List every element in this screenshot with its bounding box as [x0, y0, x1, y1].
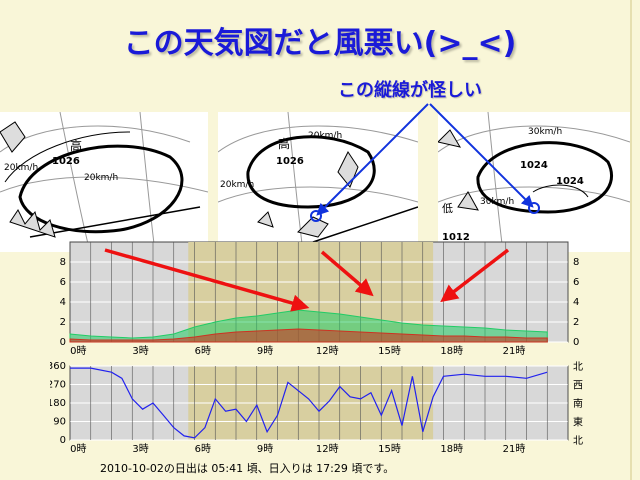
- direction-ytick: 360: [50, 361, 66, 372]
- map3-low: 低: [442, 202, 453, 215]
- direction-series-0: [70, 367, 548, 439]
- map1-wind-2: 20km/h: [4, 163, 38, 173]
- map3-pressure-1: 1024: [520, 160, 548, 171]
- map2-high: 高: [278, 136, 290, 151]
- map3-wind-1: 30km/h: [528, 127, 562, 137]
- slide-border: [630, 0, 632, 480]
- speed-xtick: 9時: [257, 345, 273, 357]
- direction-xtick: 21時: [503, 443, 526, 455]
- weather-map-1: 高 1026 20km/h 20km/h: [0, 112, 208, 252]
- speed-ytick-right: 8: [573, 257, 579, 268]
- map2-wind-2: 20km/h: [220, 180, 254, 190]
- sunrise-sunset-note: 2010-10-02の日出は 05:41 頃、日入りは 17:29 頃です。: [100, 462, 395, 475]
- annotation-label: この縦線が怪しい: [338, 80, 482, 101]
- map2-pressure: 1026: [276, 156, 304, 167]
- speed-ytick-right: 2: [573, 317, 579, 328]
- map1-wind-1: 20km/h: [84, 173, 118, 183]
- speed-ytick: 4: [60, 297, 66, 308]
- map3-pressure-3: 1012: [442, 232, 470, 243]
- speed-ytick-right: 0: [573, 337, 579, 348]
- direction-ytick-right: 北: [573, 361, 583, 373]
- speed-ytick-right: 4: [573, 297, 579, 308]
- speed-ytick: 0: [60, 337, 66, 348]
- direction-ytick: 0: [60, 435, 66, 446]
- direction-xtick: 6時: [195, 443, 211, 455]
- weather-map-2: 20km/h 高 1026 20km/h: [218, 112, 418, 252]
- direction-xtick: 0時: [70, 443, 86, 455]
- speed-xtick: 18時: [440, 345, 463, 357]
- speed-xtick: 0時: [70, 345, 86, 357]
- direction-xtick: 15時: [378, 443, 401, 455]
- slide-title: この天気図だと風悪い(>_<): [123, 26, 517, 61]
- direction-xtick: 3時: [132, 443, 148, 455]
- direction-ytick: 180: [50, 398, 66, 409]
- map3-pressure-2: 1024: [556, 176, 584, 187]
- speed-series-0: [69, 309, 548, 343]
- direction-xtick: 12時: [316, 443, 339, 455]
- map2-wind-1: 20km/h: [308, 131, 342, 141]
- speed-ytick-right: 6: [573, 277, 579, 288]
- map1-pressure: 1026: [52, 156, 80, 167]
- map3-wind-2: 30km/h: [480, 197, 514, 207]
- direction-xtick: 9時: [257, 443, 273, 455]
- speed-xtick: 3時: [132, 345, 148, 357]
- speed-series-1: [69, 328, 548, 343]
- direction-ytick: 270: [50, 380, 66, 391]
- speed-xtick: 21時: [503, 345, 526, 357]
- direction-ytick-right: 西: [573, 381, 583, 392]
- direction-xtick: 18時: [440, 443, 463, 455]
- direction-ytick-right: 北: [573, 435, 583, 447]
- speed-xtick: 15時: [378, 345, 401, 357]
- wind-observation-graph: 0 2 4 6 8 0 2 4 6 8 0時 3時 6時 9時 12時 15時 18時 21時 0 90 180 270 3…: [50, 241, 583, 455]
- map1-high: 高: [70, 138, 82, 153]
- speed-ytick: 8: [60, 257, 66, 268]
- weather-map-3: 30km/h 1024 1024 30km/h 1012 低: [438, 112, 630, 252]
- direction-ytick-right: 東: [573, 416, 583, 429]
- speed-xtick: 6時: [195, 345, 211, 357]
- direction-ytick-right: 南: [573, 397, 583, 410]
- speed-ytick: 6: [60, 277, 66, 288]
- direction-ytick: 90: [53, 417, 66, 428]
- speed-xtick: 12時: [316, 345, 339, 357]
- speed-ytick: 2: [60, 317, 66, 328]
